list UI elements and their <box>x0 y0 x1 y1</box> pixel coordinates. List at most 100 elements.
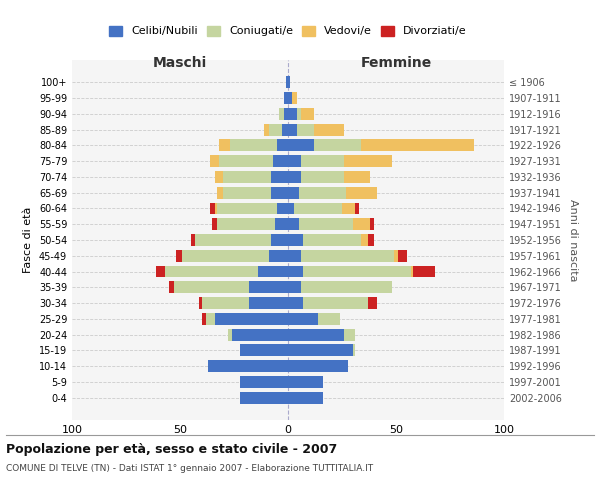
Bar <box>301 250 394 262</box>
Legend: Celibi/Nubili, Coniugati/e, Vedovi/e, Divorziati/e: Celibi/Nubili, Coniugati/e, Vedovi/e, Di… <box>106 22 470 40</box>
Bar <box>210 202 215 214</box>
Bar <box>346 187 377 198</box>
Bar <box>173 282 249 293</box>
Bar <box>361 234 368 246</box>
Bar <box>288 140 314 151</box>
Bar <box>368 234 374 246</box>
Bar <box>299 187 346 198</box>
Bar <box>241 376 288 388</box>
Bar <box>217 187 223 198</box>
Bar <box>368 297 377 309</box>
Bar <box>370 218 374 230</box>
Bar <box>223 171 271 183</box>
Bar <box>301 171 344 183</box>
Bar <box>176 250 182 262</box>
Text: COMUNE DI TELVE (TN) - Dati ISTAT 1° gennaio 2007 - Elaborazione TUTTITALIA.IT: COMUNE DI TELVE (TN) - Dati ISTAT 1° gen… <box>6 464 373 473</box>
Bar <box>288 218 299 230</box>
Bar <box>271 171 288 183</box>
Bar <box>210 155 219 167</box>
Y-axis label: Fasce di età: Fasce di età <box>23 207 33 273</box>
Bar <box>288 76 290 88</box>
Bar <box>165 266 258 278</box>
Y-axis label: Anni di nascita: Anni di nascita <box>568 198 578 281</box>
Bar <box>288 313 318 325</box>
Bar <box>281 124 288 136</box>
Bar <box>288 328 344 340</box>
Bar <box>191 234 195 246</box>
Bar <box>353 344 355 356</box>
Bar <box>230 140 277 151</box>
Bar <box>271 187 288 198</box>
Bar <box>288 155 301 167</box>
Bar <box>264 124 269 136</box>
Bar <box>303 297 368 309</box>
Bar <box>182 250 269 262</box>
Bar <box>284 92 288 104</box>
Bar <box>288 297 303 309</box>
Bar <box>202 297 249 309</box>
Bar <box>284 108 288 120</box>
Bar <box>288 360 349 372</box>
Bar <box>258 266 288 278</box>
Bar <box>277 140 288 151</box>
Bar <box>292 92 296 104</box>
Bar <box>208 360 288 372</box>
Bar <box>296 108 301 120</box>
Bar <box>288 234 303 246</box>
Bar <box>206 313 215 325</box>
Bar <box>314 124 344 136</box>
Bar <box>303 266 411 278</box>
Bar <box>301 155 344 167</box>
Bar <box>398 250 407 262</box>
Bar <box>219 155 273 167</box>
Bar <box>344 171 370 183</box>
Bar <box>344 155 392 167</box>
Bar <box>288 266 303 278</box>
Bar <box>273 155 288 167</box>
Bar <box>288 108 296 120</box>
Bar <box>288 250 301 262</box>
Bar <box>215 202 217 214</box>
Bar <box>269 250 288 262</box>
Bar <box>156 266 165 278</box>
Bar <box>314 140 361 151</box>
Text: Femmine: Femmine <box>361 56 431 70</box>
Bar <box>296 124 314 136</box>
Bar <box>215 171 223 183</box>
Bar <box>288 124 296 136</box>
Bar <box>271 234 288 246</box>
Bar <box>199 297 202 309</box>
Bar <box>195 234 271 246</box>
Bar <box>301 282 392 293</box>
Bar <box>232 328 288 340</box>
Bar <box>288 344 353 356</box>
Bar <box>318 313 340 325</box>
Bar <box>411 266 413 278</box>
Bar <box>241 392 288 404</box>
Bar <box>288 376 323 388</box>
Bar <box>361 140 474 151</box>
Bar <box>217 202 277 214</box>
Text: Popolazione per età, sesso e stato civile - 2007: Popolazione per età, sesso e stato civil… <box>6 442 337 456</box>
Bar <box>212 218 217 230</box>
Bar <box>202 313 206 325</box>
Bar <box>288 171 301 183</box>
Bar <box>303 234 361 246</box>
Bar <box>342 202 355 214</box>
Bar <box>413 266 435 278</box>
Text: Maschi: Maschi <box>153 56 207 70</box>
Bar <box>299 218 353 230</box>
Bar <box>301 108 314 120</box>
Bar <box>169 282 173 293</box>
Bar <box>215 313 288 325</box>
Bar <box>394 250 398 262</box>
Bar <box>217 218 275 230</box>
Bar <box>227 328 232 340</box>
Bar <box>280 108 284 120</box>
Bar <box>288 202 295 214</box>
Bar <box>269 124 281 136</box>
Bar <box>249 297 288 309</box>
Bar <box>249 282 288 293</box>
Bar <box>353 218 370 230</box>
Bar <box>219 140 230 151</box>
